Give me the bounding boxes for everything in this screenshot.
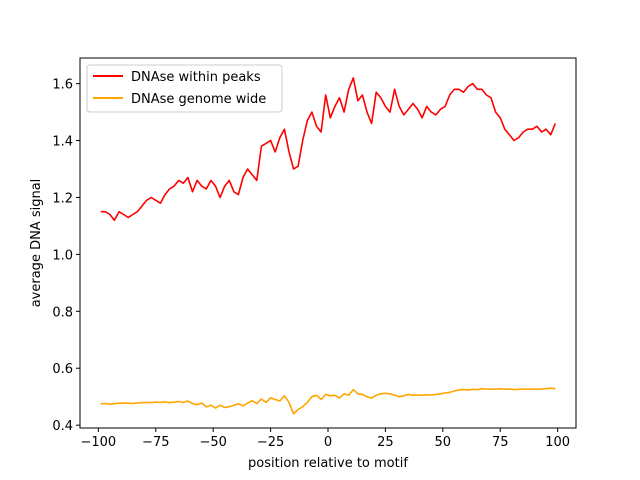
x-tick-label: 100 (545, 435, 570, 450)
y-tick-label: 1.0 (52, 248, 73, 263)
plot-frame (79, 57, 577, 429)
x-tick-label: −75 (142, 435, 169, 450)
y-tick-label: 1.4 (52, 135, 73, 150)
series-line-peaks (100, 77, 557, 221)
y-axis-label: average DNA signal (29, 179, 44, 308)
x-axis-label: position relative to motif (248, 456, 408, 471)
y-tick-label: 0.8 (52, 305, 73, 320)
y-tick-label: 1.6 (52, 78, 73, 93)
series-layer (100, 77, 557, 415)
axes-layer: −100 −75 −50 −25 0 25 50 75 100 0.4 0.6 0.8 1.0 1.2 1.… (52, 78, 570, 450)
legend-box (86, 64, 283, 113)
x-tick-label: −50 (199, 435, 226, 450)
x-tick-label: 50 (435, 435, 452, 450)
legend: DNAse within peaks DNAse genome wide (86, 64, 283, 113)
legend-label-peaks: DNAse within peaks (131, 70, 261, 85)
x-tick-label: 0 (324, 435, 332, 450)
y-tick-label: 0.6 (52, 362, 73, 377)
y-tick-label: 0.4 (52, 419, 73, 434)
x-tick-label: −100 (81, 435, 117, 450)
x-tick-label: 25 (377, 435, 394, 450)
x-tick-label: −25 (257, 435, 284, 450)
series-line-genome (100, 387, 556, 415)
legend-label-genome: DNAse genome wide (131, 92, 266, 107)
x-tick-label: 75 (492, 435, 509, 450)
y-tick-label: 1.2 (52, 191, 73, 206)
